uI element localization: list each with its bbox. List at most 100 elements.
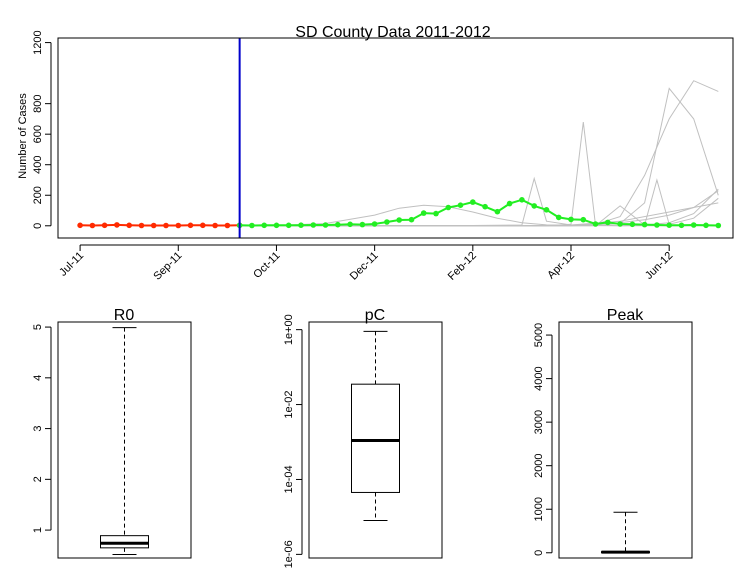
peak-boxplot: Peak 0 1000 2000 3000 4000 5000 — [533, 307, 693, 559]
observed-forecast-point — [506, 200, 513, 207]
y-tick-label: 4000 — [533, 366, 545, 390]
observed-forecast-point — [543, 207, 550, 213]
y-axis-label: Number of Cases — [17, 93, 29, 179]
observed-fit-point — [163, 222, 169, 229]
observed-fit-point — [187, 222, 194, 229]
observed-forecast-point — [641, 221, 648, 228]
x-tick-label: Feb-12 — [446, 250, 479, 283]
observed-fit-point — [212, 222, 218, 229]
observed-forecast-line — [239, 198, 719, 227]
observed-forecast-point — [605, 219, 611, 226]
y-tick-label: 1e-06 — [283, 540, 295, 568]
observed-forecast-point — [433, 210, 439, 217]
observed-forecast-point — [666, 222, 672, 228]
r0-title: R0 — [114, 307, 135, 324]
observed-forecast-point — [445, 204, 452, 211]
time-series-chart: SD County Data 2011-2012 Number of Cases… — [17, 24, 734, 283]
y-tick-label: 3 — [32, 426, 44, 432]
observed-forecast-point — [592, 221, 599, 227]
iqr-box — [351, 383, 400, 493]
iqr-box — [100, 535, 149, 549]
observed-forecast-point — [678, 222, 685, 229]
observed-fit-point — [77, 222, 83, 229]
observed-forecast-point — [715, 222, 722, 229]
x-tick-label: Sep-11 — [151, 250, 184, 283]
x-tick-label: Apr-12 — [545, 250, 577, 282]
observed-fit-point — [114, 222, 120, 228]
simulation-lines — [239, 80, 719, 227]
observed-forecast-point — [470, 199, 476, 205]
observed-forecast-point — [371, 221, 378, 227]
chart-title: SD County Data 2011-2012 — [295, 24, 490, 41]
y-tick-label: 0 — [32, 223, 44, 229]
x-tick-label: Oct-11 — [251, 250, 282, 281]
plot-frame — [57, 37, 734, 239]
peak-frame — [558, 321, 693, 559]
observed-forecast-point — [482, 203, 488, 210]
observed-forecast-point — [519, 197, 525, 203]
y-tick-label: 2 — [32, 476, 44, 482]
observed-fit-point — [101, 222, 108, 229]
observed-forecast-point — [457, 202, 464, 208]
y-tick-label: 4 — [32, 375, 44, 381]
y-tick-label: 2000 — [533, 453, 545, 477]
observed-forecast-point — [285, 222, 292, 229]
observed-forecast-point — [384, 219, 390, 225]
r0-box-marks: 1 2 3 4 5 — [32, 324, 149, 555]
y-tick-label: 600 — [32, 125, 44, 143]
observed-fit-point — [175, 222, 182, 229]
x-tick-label: Jun-12 — [643, 250, 675, 282]
pc-title: pC — [365, 307, 385, 324]
observed-forecast-point — [629, 221, 636, 228]
observed-forecast-point — [703, 222, 709, 229]
y-tick-label: 1 — [32, 527, 44, 533]
simulation-line-8 — [239, 202, 719, 227]
observed-forecast-point — [690, 222, 697, 228]
observed-forecast-point — [335, 221, 341, 228]
observed-forecast-point — [494, 208, 501, 215]
r0-frame — [57, 321, 192, 559]
pc-frame — [308, 321, 443, 559]
observed-fit-point — [224, 222, 231, 229]
y-tick-label: 5 — [32, 324, 44, 330]
y-tick-label: 400 — [32, 156, 44, 174]
observed-forecast-point — [322, 222, 329, 228]
x-tick-label: Dec-11 — [348, 250, 381, 283]
r0-boxplot: R0 1 2 3 4 5 — [32, 307, 192, 559]
observed-forecast-point — [654, 222, 660, 228]
peak-title: Peak — [607, 307, 644, 324]
pc-box-marks: 1e-06 1e-04 1e-02 1e+00 — [283, 314, 400, 568]
observed-forecast-point — [531, 203, 537, 209]
simulation-line-7 — [239, 178, 719, 227]
y-tick-label: 1e-04 — [283, 465, 295, 493]
y-tick-label: 1200 — [32, 30, 44, 54]
y-tick-label: 1e+00 — [283, 314, 295, 345]
x-tick-label: Jul-11 — [57, 250, 86, 279]
observed-fit-point — [89, 222, 96, 229]
observed-forecast-point — [617, 221, 623, 227]
observed-forecast-point — [359, 221, 366, 228]
y-tick-label: 200 — [32, 186, 44, 204]
observed-forecast-point — [396, 217, 403, 223]
y-tick-label: 800 — [32, 94, 44, 112]
y-tick-label: 5000 — [533, 323, 545, 347]
observed-forecast-point — [273, 222, 280, 229]
observed-forecast-point — [408, 216, 415, 223]
pc-boxplot: pC 1e-06 1e-04 1e-02 1e+00 — [283, 307, 443, 568]
observed-forecast-point — [298, 222, 304, 228]
y-tick-label: 1000 — [533, 497, 545, 521]
observed-forecast-point — [310, 222, 317, 228]
observed-fit-point — [126, 222, 132, 229]
simulation-line-4 — [239, 121, 719, 227]
y-tick-label: 3000 — [533, 410, 545, 434]
observed-fit-point — [200, 222, 206, 229]
observed-fit-point — [150, 222, 157, 229]
observed-fit-point — [138, 222, 145, 229]
peak-box-marks: 0 1000 2000 3000 4000 5000 — [533, 323, 650, 556]
observed-forecast-point — [347, 221, 353, 228]
observed-forecast-point — [580, 216, 587, 223]
observed-forecast-point — [420, 210, 427, 216]
observed-forecast-point — [261, 222, 268, 229]
y-tick-label: 1e-02 — [283, 390, 295, 418]
